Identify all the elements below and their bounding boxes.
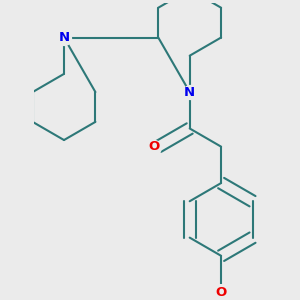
Text: O: O (215, 286, 227, 299)
Text: N: N (184, 85, 195, 99)
Text: O: O (149, 140, 160, 153)
Text: N: N (58, 31, 70, 44)
